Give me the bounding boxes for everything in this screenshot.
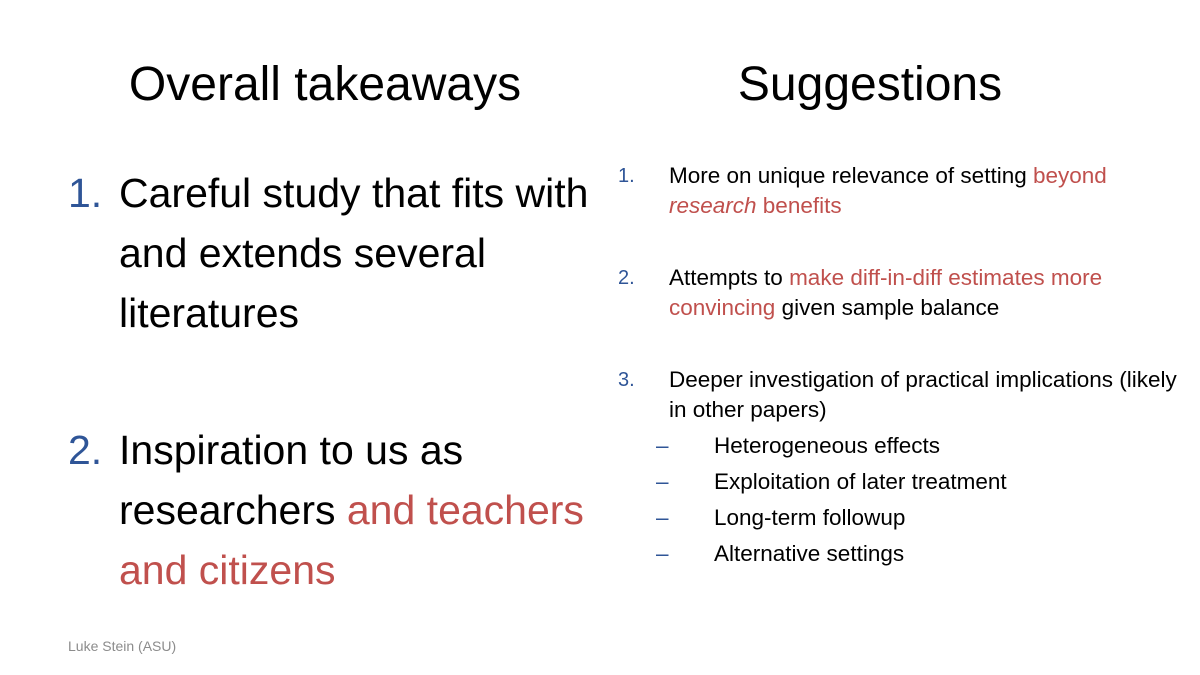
sub-item: – Heterogeneous effects	[656, 431, 1176, 461]
suggestion-item: 2. Attempts to make diff-in-diff estimat…	[618, 263, 1178, 323]
item-text-container: Inspiration to us as researchers and tea…	[119, 420, 598, 600]
item-text: Inspiration to us as researchers	[119, 427, 464, 533]
suggestions-title: Suggestions	[737, 58, 1003, 111]
item-text-container: Attempts to make diff-in-diff estimates …	[669, 263, 1178, 323]
suggestion-item: 3. Deeper investigation of practical imp…	[618, 365, 1178, 425]
item-text: More on unique relevance of setting	[669, 163, 1033, 188]
item-text: Deeper investigation of practical implic…	[669, 367, 1177, 422]
sub-item: – Long-term followup	[656, 503, 1176, 533]
sub-item-text: Heterogeneous effects	[714, 433, 940, 458]
dash-bullet: –	[656, 505, 669, 530]
sub-item: – Alternative settings	[656, 539, 1176, 569]
item-text: Attempts to	[669, 265, 790, 290]
item-highlight: make diff-in-diff estimates more convinc…	[669, 265, 1103, 320]
sub-item: – Exploitation of later treatment	[656, 467, 1176, 497]
item-number: 1.	[68, 170, 103, 216]
item-highlight: beyond	[1032, 163, 1107, 188]
dash-bullet: –	[656, 541, 669, 566]
sub-item-text: Long-term followup	[714, 505, 906, 530]
item-highlight: benefits	[756, 193, 842, 218]
takeaway-item: 1. Careful study that fits with and exte…	[68, 163, 598, 343]
item-number: 2.	[68, 427, 103, 473]
item-highlight-italic: research	[669, 193, 757, 218]
item-number: 2.	[618, 267, 635, 289]
sub-item-text: Alternative settings	[714, 541, 905, 566]
item-highlight: and teachers and citizens	[119, 487, 584, 593]
footer-author: Luke Stein (ASU)	[68, 638, 177, 654]
dash-bullet: –	[656, 469, 669, 494]
dash-bullet: –	[656, 433, 669, 458]
item-text-container: More on unique relevance of setting beyo…	[669, 161, 1178, 221]
takeaways-title: Overall takeaways	[128, 58, 522, 111]
item-text: given sample balance	[775, 295, 1000, 320]
takeaway-item: 2. Inspiration to us as researchers and …	[68, 420, 598, 600]
item-number: 3.	[618, 369, 635, 391]
item-text: Careful study that fits with and extends…	[119, 170, 589, 336]
suggestion-item: 1. More on unique relevance of setting b…	[618, 161, 1178, 221]
item-number: 1.	[618, 165, 635, 187]
sub-item-text: Exploitation of later treatment	[714, 469, 1007, 494]
